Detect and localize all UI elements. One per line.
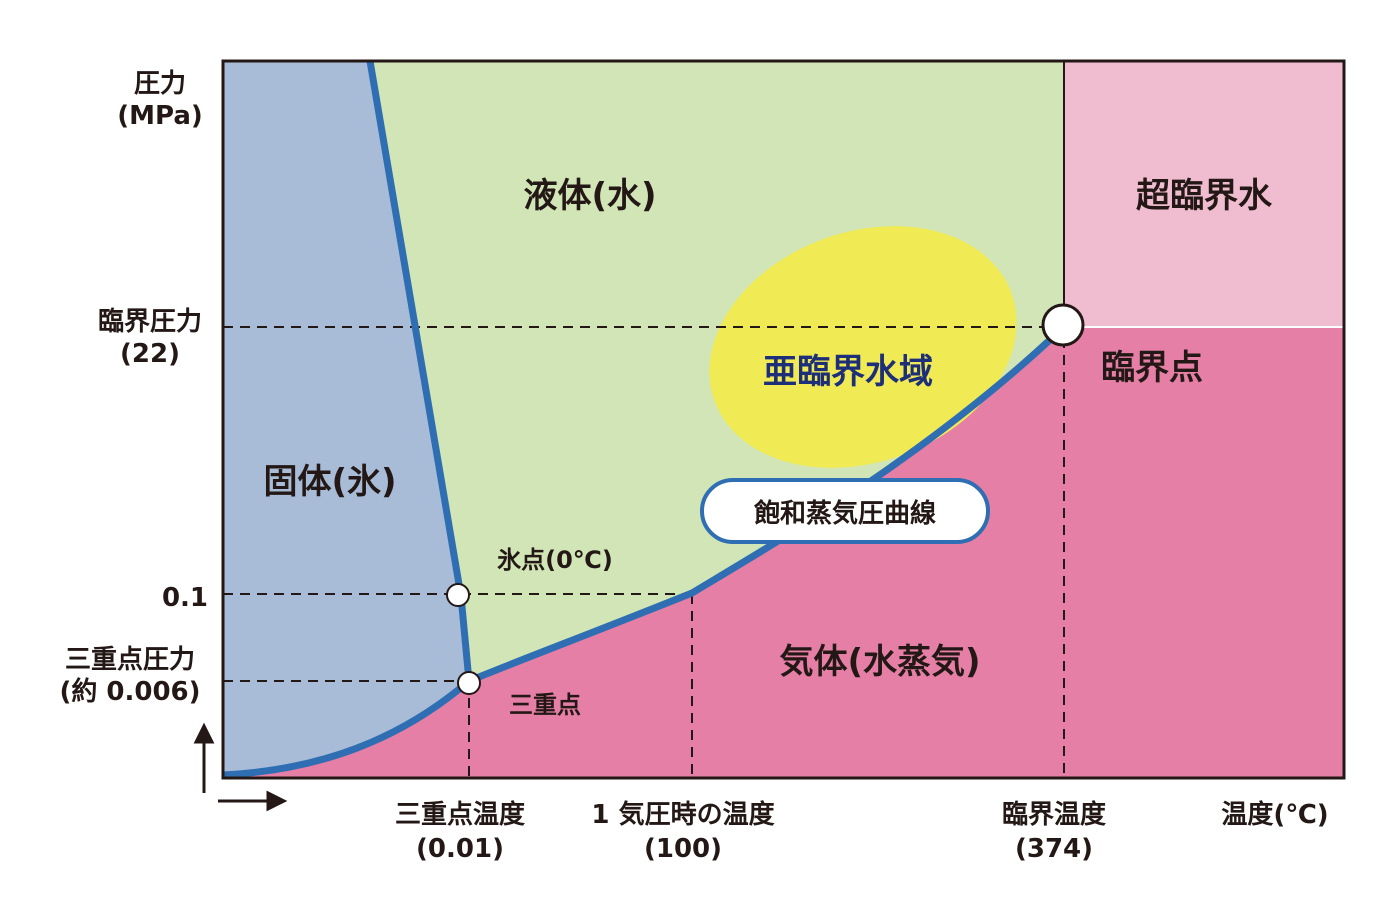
sublimation-curve: [222, 678, 472, 779]
critical-pressure-label-line2: (22): [120, 339, 180, 369]
subcritical-label: 亜臨界水域: [763, 352, 933, 392]
critical-point-label: 臨界点: [1101, 348, 1203, 388]
supercritical-label: 超臨界水: [1136, 176, 1273, 216]
plot-frame: [221, 59, 1346, 780]
triple-pressure-label-line1: 三重点圧力: [65, 644, 195, 675]
y-axis-label-line1: 圧力: [134, 69, 186, 99]
dashed-guides: [223, 326, 1065, 778]
y-arrow-head: [193, 722, 215, 744]
triple-pressure-label-line2: (約 0.006): [59, 676, 200, 707]
atm-pressure-label: 0.1: [162, 583, 208, 613]
critical-temp-label-line2: (374): [1015, 834, 1093, 864]
triple-temp-label-line2: (0.01): [416, 834, 504, 864]
liquid-label: 液体(水): [523, 176, 656, 216]
triple-point-marker: [457, 671, 481, 695]
curve-label: 飽和蒸気圧曲線: [754, 498, 936, 529]
vapor-pressure-curve: [467, 335, 1055, 685]
y-axis-label-line2: (MPa): [117, 101, 203, 131]
triple-point-label: 三重点: [509, 691, 581, 719]
melting-point-label: 氷点(0℃): [497, 546, 613, 574]
axis-arrows: [193, 722, 288, 812]
critical-point-marker: [1041, 303, 1085, 347]
critical-temp-label-line1: 臨界温度: [1002, 799, 1106, 830]
solid-label: 固体(氷): [263, 462, 396, 502]
gas-label: 気体(水蒸気): [779, 642, 980, 682]
triple-temp-label-line1: 三重点温度: [395, 799, 525, 830]
curve-label-pill: [700, 478, 990, 544]
solid-region: [223, 61, 469, 775]
boiling-temp-label-line1: 1 気圧時の温度: [591, 799, 774, 830]
critical-pressure-label-line1: 臨界圧力: [98, 307, 202, 337]
boiling-temp-label-line2: (100): [644, 834, 722, 864]
subcritical-region: [709, 226, 1017, 468]
x-axis-label: 温度(℃): [1221, 799, 1328, 830]
x-arrow-head: [266, 790, 288, 812]
supercritical-region: [1064, 61, 1344, 327]
melting-point-marker: [446, 583, 470, 607]
